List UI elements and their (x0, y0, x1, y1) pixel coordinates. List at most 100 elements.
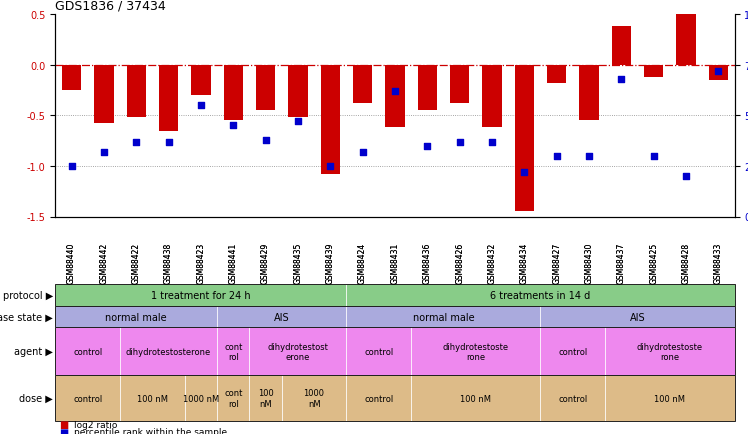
Text: protocol ▶: protocol ▶ (3, 290, 53, 300)
Text: GSM88437: GSM88437 (617, 242, 626, 283)
Point (98, 149, 110, 156)
Point (260, 137, 272, 144)
Point (421, 143, 433, 150)
Point (162, 139, 174, 146)
Text: GSM88432: GSM88432 (488, 242, 497, 283)
Bar (159, 66, 178, 131)
Point (357, 149, 369, 156)
Text: GSM88434: GSM88434 (520, 242, 529, 283)
Text: GSM88426: GSM88426 (455, 242, 464, 283)
Point (130, 139, 142, 146)
Text: GSM88426: GSM88426 (455, 242, 464, 283)
Text: normal male: normal male (413, 312, 474, 322)
Point (518, 169, 530, 176)
Text: GSM88439: GSM88439 (326, 242, 335, 283)
Bar (450, 66, 469, 104)
Bar (94, 66, 114, 124)
Point (680, 173, 692, 180)
Text: 1 treatment for 24 h: 1 treatment for 24 h (151, 290, 251, 300)
Text: 100 nM: 100 nM (460, 394, 491, 403)
Text: control: control (364, 394, 393, 403)
Point (616, 76, 628, 83)
Text: GSM88440: GSM88440 (67, 242, 76, 283)
Text: disease state ▶: disease state ▶ (0, 312, 53, 322)
Bar (708, 66, 728, 81)
Point (712, 68, 724, 75)
Bar (62, 66, 82, 91)
Text: GDS1836 / 37434: GDS1836 / 37434 (55, 0, 166, 13)
Text: GSM88430: GSM88430 (584, 242, 593, 283)
Text: 6 treatments in 14 d: 6 treatments in 14 d (491, 290, 591, 300)
Text: dihydrotestost
erone: dihydrotestost erone (268, 342, 328, 361)
Point (227, 123, 239, 130)
Text: GSM88434: GSM88434 (520, 242, 529, 283)
Text: GSM88424: GSM88424 (358, 242, 367, 283)
Text: GSM88431: GSM88431 (390, 242, 399, 283)
Bar (353, 66, 373, 104)
Text: GSM88428: GSM88428 (681, 242, 690, 283)
Bar (547, 66, 566, 84)
Text: GSM88422: GSM88422 (132, 242, 141, 283)
Bar (482, 66, 502, 128)
Text: control: control (73, 394, 102, 403)
Text: control: control (558, 394, 587, 403)
Point (195, 102, 207, 109)
Text: GSM88429: GSM88429 (261, 242, 270, 283)
Text: control: control (73, 347, 102, 356)
Bar (288, 66, 307, 118)
Text: GSM88441: GSM88441 (229, 242, 238, 283)
Text: GSM88427: GSM88427 (552, 242, 561, 283)
Text: log2 ratio: log2 ratio (74, 420, 117, 429)
Point (486, 139, 498, 146)
Text: cont
rol: cont rol (224, 342, 242, 361)
Text: GSM88423: GSM88423 (197, 242, 206, 283)
Text: cont
rol: cont rol (224, 388, 242, 408)
Bar (191, 66, 211, 96)
Point (583, 153, 595, 160)
Text: dose ▶: dose ▶ (19, 393, 53, 403)
Text: GSM88423: GSM88423 (197, 242, 206, 283)
Text: GSM88431: GSM88431 (390, 242, 399, 283)
Text: 1000 nM: 1000 nM (183, 394, 219, 403)
Bar (224, 66, 243, 121)
Bar (256, 66, 275, 111)
Point (66, 163, 78, 170)
Text: AIS: AIS (274, 312, 289, 322)
Text: GSM88425: GSM88425 (649, 242, 658, 283)
Text: 1000
nM: 1000 nM (304, 388, 325, 408)
Text: dihydrotestoste
rone: dihydrotestoste rone (443, 342, 509, 361)
Bar (515, 66, 534, 212)
Text: GSM88432: GSM88432 (488, 242, 497, 283)
Text: GSM88430: GSM88430 (584, 242, 593, 283)
Text: ■: ■ (59, 427, 68, 434)
Text: GSM88442: GSM88442 (99, 242, 108, 283)
Text: GSM88436: GSM88436 (423, 242, 432, 283)
Text: GSM88435: GSM88435 (293, 242, 302, 283)
Text: GSM88428: GSM88428 (681, 242, 690, 283)
Text: GSM88427: GSM88427 (552, 242, 561, 283)
Text: GSM88433: GSM88433 (714, 242, 723, 283)
Text: GSM88441: GSM88441 (229, 242, 238, 283)
Point (325, 163, 337, 170)
Point (389, 89, 401, 95)
Text: ■: ■ (59, 420, 68, 429)
Bar (644, 66, 663, 78)
Text: percentile rank within the sample: percentile rank within the sample (74, 427, 227, 434)
Bar (321, 66, 340, 174)
Text: GSM88422: GSM88422 (132, 242, 141, 283)
Bar (676, 15, 696, 66)
Bar (612, 27, 631, 66)
Text: GSM88429: GSM88429 (261, 242, 270, 283)
Text: GSM88425: GSM88425 (649, 242, 658, 283)
Bar (385, 66, 405, 128)
Text: normal male: normal male (105, 312, 167, 322)
Text: dihydrotestosterone: dihydrotestosterone (126, 347, 211, 356)
Text: GSM88433: GSM88433 (714, 242, 723, 283)
Text: GSM88442: GSM88442 (99, 242, 108, 283)
Bar (417, 66, 437, 111)
Text: agent ▶: agent ▶ (14, 347, 53, 356)
Text: GSM88437: GSM88437 (617, 242, 626, 283)
Text: GSM88438: GSM88438 (164, 242, 173, 283)
Text: GSM88436: GSM88436 (423, 242, 432, 283)
Text: 100
nM: 100 nM (258, 388, 274, 408)
